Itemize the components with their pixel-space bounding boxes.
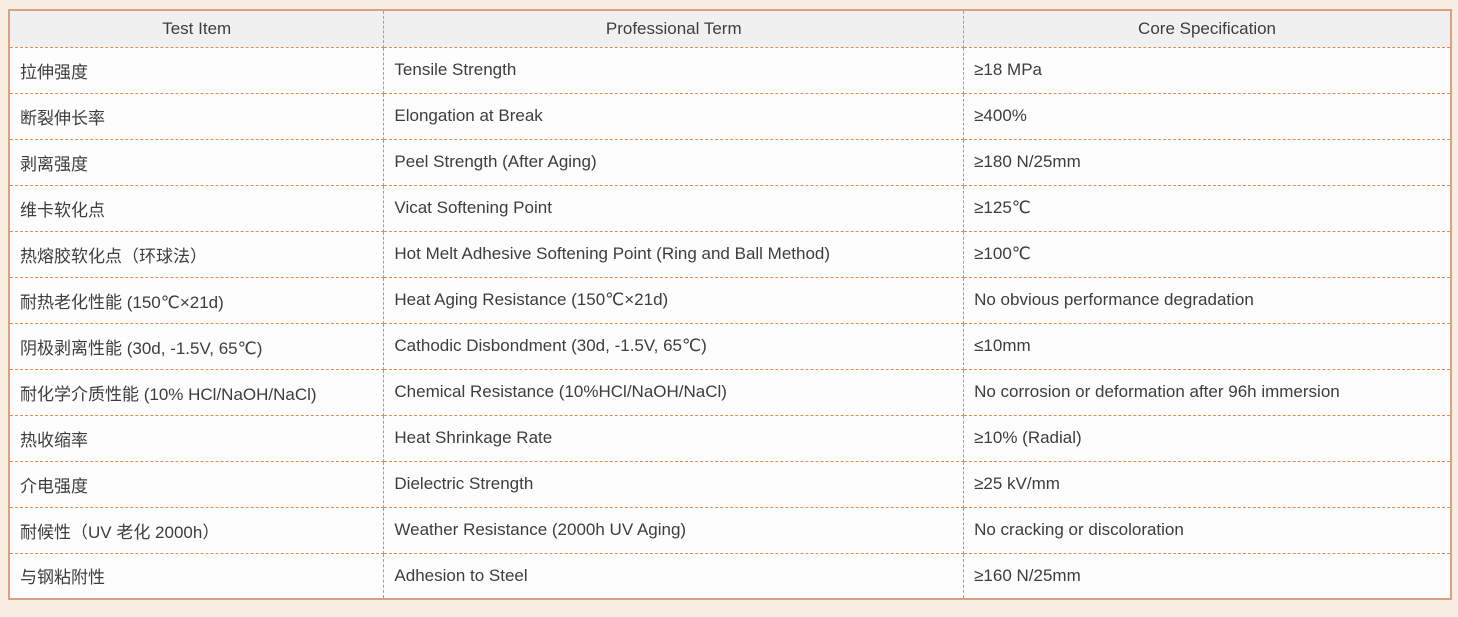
test-item-cell: 耐候性（UV 老化 2000h）	[8, 506, 385, 554]
spec-table-body: 拉伸强度 Tensile Strength ≥18 MPa 断裂伸长率 Elongati…	[8, 46, 1452, 600]
professional-term-cell: Heat Shrinkage Rate	[383, 414, 965, 462]
core-spec-cell: ≥18 MPa	[963, 46, 1452, 94]
professional-term-cell: Heat Aging Resistance (150℃×21d)	[383, 276, 965, 324]
professional-term-cell: Tensile Strength	[383, 46, 965, 94]
table-row: 与钢粘附性 Adhesion to Steel ≥160 N/25mm	[8, 552, 1452, 600]
test-item-cell: 与钢粘附性	[8, 552, 385, 600]
header-core-specification: Core Specification	[963, 9, 1452, 48]
core-spec-cell: ≥180 N/25mm	[963, 138, 1452, 186]
professional-term-cell: Cathodic Disbondment (30d, -1.5V, 65℃)	[383, 322, 965, 370]
table-row: 剥离强度 Peel Strength (After Aging) ≥180 N/25…	[8, 138, 1452, 186]
table-row: 介电强度 Dielectric Strength ≥25 kV/mm	[8, 460, 1452, 508]
test-item-cell: 阴极剥离性能 (30d, -1.5V, 65℃)	[8, 322, 385, 370]
test-item-cell: 拉伸强度	[8, 46, 385, 94]
test-item-cell: 剥离强度	[8, 138, 385, 186]
table-row: 耐热老化性能 (150℃×21d) Heat Aging Resistance (…	[8, 276, 1452, 324]
core-spec-cell: ≤10mm	[963, 322, 1452, 370]
table-row: 维卡软化点 Vicat Softening Point ≥125℃	[8, 184, 1452, 232]
table-row: 阴极剥离性能 (30d, -1.5V, 65℃) Cathodic Disbond…	[8, 322, 1452, 370]
table-row: 耐候性（UV 老化 2000h） Weather Resistance (2000…	[8, 506, 1452, 554]
core-spec-cell: ≥160 N/25mm	[963, 552, 1452, 600]
professional-term-cell: Hot Melt Adhesive Softening Point (Ring …	[383, 230, 965, 278]
test-item-cell: 热熔胶软化点（环球法）	[8, 230, 385, 278]
table-row: 断裂伸长率 Elongation at Break ≥400%	[8, 92, 1452, 140]
table-header-row: Test Item Professional Term Core Specifi…	[8, 9, 1452, 48]
professional-term-cell: Adhesion to Steel	[383, 552, 965, 600]
professional-term-cell: Peel Strength (After Aging)	[383, 138, 965, 186]
core-spec-cell: ≥400%	[963, 92, 1452, 140]
test-item-cell: 耐热老化性能 (150℃×21d)	[8, 276, 385, 324]
core-spec-cell: No obvious performance degradation	[963, 276, 1452, 324]
test-item-cell: 耐化学介质性能 (10% HCl/NaOH/NaCl)	[8, 368, 385, 416]
professional-term-cell: Elongation at Break	[383, 92, 965, 140]
test-item-cell: 断裂伸长率	[8, 92, 385, 140]
core-spec-cell: ≥125℃	[963, 184, 1452, 232]
core-spec-cell: ≥100℃	[963, 230, 1452, 278]
core-spec-cell: No cracking or discoloration	[963, 506, 1452, 554]
core-spec-cell: ≥25 kV/mm	[963, 460, 1452, 508]
professional-term-cell: Chemical Resistance (10%HCl/NaOH/NaCl)	[383, 368, 965, 416]
professional-term-cell: Weather Resistance (2000h UV Aging)	[383, 506, 965, 554]
test-item-cell: 维卡软化点	[8, 184, 385, 232]
table-row: 热熔胶软化点（环球法） Hot Melt Adhesive Softening P…	[8, 230, 1452, 278]
table-row: 拉伸强度 Tensile Strength ≥18 MPa	[8, 46, 1452, 94]
spec-table: Test Item Professional Term Core Specifi…	[8, 9, 1452, 600]
header-test-item: Test Item	[8, 9, 385, 48]
core-spec-cell: No corrosion or deformation after 96h im…	[963, 368, 1452, 416]
test-item-cell: 介电强度	[8, 460, 385, 508]
core-spec-cell: ≥10% (Radial)	[963, 414, 1452, 462]
professional-term-cell: Vicat Softening Point	[383, 184, 965, 232]
header-professional-term: Professional Term	[383, 9, 965, 48]
professional-term-cell: Dielectric Strength	[383, 460, 965, 508]
test-item-cell: 热收缩率	[8, 414, 385, 462]
table-row: 热收缩率 Heat Shrinkage Rate ≥10% (Radial)	[8, 414, 1452, 462]
table-row: 耐化学介质性能 (10% HCl/NaOH/NaCl) Chemical Resi…	[8, 368, 1452, 416]
